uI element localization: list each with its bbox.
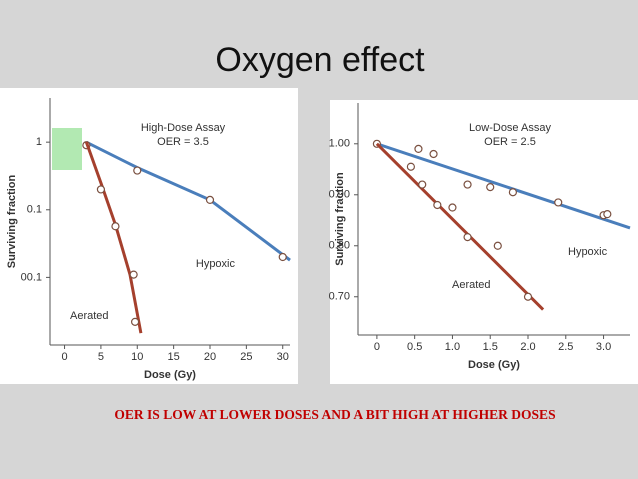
data-point: [111, 222, 120, 231]
annotation: High-Dose Assay: [141, 122, 226, 134]
y-axis-label: Surviving fraction: [334, 172, 346, 266]
x-tick-label: 1.0: [445, 341, 460, 353]
y-axis-label: Surviving fraction: [6, 174, 18, 268]
y-tick-label: 1: [36, 136, 42, 148]
x-tick-label: 5: [98, 351, 104, 363]
y-tick-label: 00.1: [21, 271, 42, 283]
data-point: [448, 203, 457, 212]
data-point: [554, 198, 563, 207]
data-point: [414, 144, 423, 153]
y-tick-label: 0.90: [329, 189, 350, 201]
data-point: [429, 149, 438, 159]
x-tick-label: 2.0: [520, 341, 535, 353]
data-point: [278, 252, 287, 262]
series-label: Hypoxic: [196, 258, 236, 270]
series-label: Aerated: [70, 310, 109, 322]
data-point: [133, 166, 142, 175]
data-point: [493, 241, 502, 250]
series-label: Hypoxic: [568, 246, 608, 258]
fit-line: [376, 142, 631, 230]
x-tick-label: 25: [240, 351, 252, 363]
x-tick-label: 10: [131, 351, 143, 363]
data-point: [463, 180, 472, 189]
data-point: [129, 270, 138, 279]
y-tick-label: 1.00: [329, 138, 350, 150]
x-tick-label: 15: [168, 351, 180, 363]
x-tick-label: 3.0: [596, 341, 611, 353]
x-tick-label: 0.5: [407, 341, 422, 353]
x-tick-label: 0: [61, 351, 67, 363]
annotation: OER = 2.5: [484, 136, 536, 148]
data-point: [96, 185, 106, 194]
data-point: [508, 188, 517, 197]
data-point: [523, 292, 533, 301]
data-point: [406, 162, 415, 171]
data-point: [418, 180, 427, 189]
fit-line: [375, 142, 545, 311]
x-tick-label: 2.5: [558, 341, 573, 353]
x-tick-label: 1.5: [483, 341, 498, 353]
y-tick-label: 0.80: [329, 240, 350, 252]
data-point: [433, 200, 442, 210]
y-tick-label: 0.1: [27, 204, 42, 216]
data-point: [205, 195, 215, 204]
slide-title: Oxygen effect: [215, 41, 425, 79]
x-axis-label: Dose (Gy): [144, 369, 196, 381]
x-axis-label: Dose (Gy): [468, 359, 520, 371]
data-point: [463, 233, 472, 242]
y-tick-label: 0.70: [329, 291, 350, 303]
data-point: [603, 210, 612, 219]
series-label: Aerated: [452, 279, 491, 291]
fit-line: [85, 140, 291, 262]
x-tick-label: 0: [374, 341, 380, 353]
x-tick-label: 20: [204, 351, 216, 363]
data-point: [130, 317, 140, 326]
x-tick-label: 30: [277, 351, 289, 363]
footer: OER IS LOW AT LOWER DOSES AND A BIT HIGH…: [114, 407, 555, 422]
annotation: OER = 3.5: [157, 136, 209, 148]
data-point: [486, 183, 495, 192]
annotation: Low-Dose Assay: [469, 122, 551, 134]
highlight-box: [52, 128, 82, 170]
